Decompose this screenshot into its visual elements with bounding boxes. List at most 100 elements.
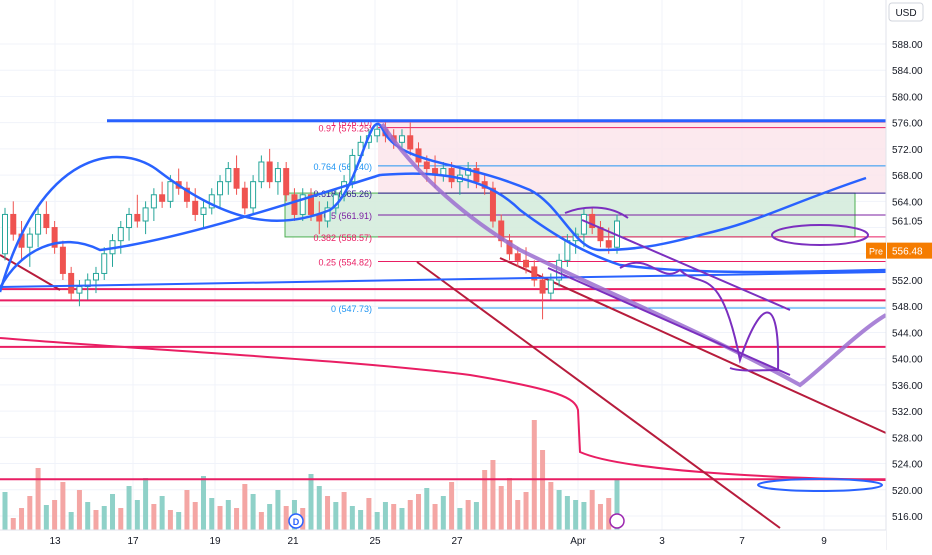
candle-body[interactable] bbox=[10, 213, 17, 235]
volume-bar bbox=[606, 498, 612, 530]
fib-level-label: 0.25 (554.82) bbox=[318, 258, 372, 268]
candle-body[interactable] bbox=[539, 279, 546, 294]
candle-body[interactable] bbox=[398, 135, 405, 143]
candle-body[interactable] bbox=[258, 161, 265, 183]
volume-bar bbox=[10, 518, 16, 530]
circle-annotation[interactable] bbox=[771, 224, 869, 246]
candle-body[interactable] bbox=[605, 240, 612, 248]
candle-body[interactable] bbox=[2, 213, 8, 255]
envelope-lower-curve[interactable] bbox=[0, 172, 887, 289]
candle-body[interactable] bbox=[489, 187, 496, 222]
volume-bar bbox=[407, 500, 413, 530]
volume-bar bbox=[465, 500, 471, 530]
candle-body[interactable] bbox=[200, 207, 207, 215]
candle-body[interactable] bbox=[498, 220, 505, 242]
drawings[interactable]: D bbox=[0, 119, 888, 529]
candle-body[interactable] bbox=[531, 266, 538, 281]
candle-body[interactable] bbox=[473, 168, 480, 183]
candle-body[interactable] bbox=[514, 253, 521, 261]
ellipse-annotation[interactable] bbox=[757, 478, 883, 492]
volume-bar bbox=[548, 482, 554, 530]
curve-line[interactable] bbox=[0, 337, 887, 481]
volume-histogram bbox=[2, 420, 620, 530]
trend-line[interactable] bbox=[499, 257, 887, 434]
candle-body[interactable] bbox=[523, 259, 530, 268]
candle-body[interactable] bbox=[68, 272, 75, 294]
candle-body[interactable] bbox=[159, 194, 166, 202]
price-axis[interactable]: USD 588.00 584.00 580.00 576.00 572.00 568.00… bbox=[866, 0, 932, 550]
candle-body[interactable] bbox=[324, 207, 331, 222]
candle-body[interactable] bbox=[35, 213, 42, 235]
candle-body[interactable] bbox=[217, 181, 224, 196]
channel-line[interactable] bbox=[547, 267, 791, 376]
projection-path[interactable] bbox=[380, 122, 888, 388]
candle-body[interactable] bbox=[547, 279, 554, 294]
support-line[interactable] bbox=[0, 271, 887, 288]
candle-body[interactable] bbox=[580, 213, 587, 235]
dividend-marker[interactable] bbox=[288, 513, 304, 529]
time-axis-tick-label: 25 bbox=[369, 536, 381, 547]
volume-bar bbox=[382, 502, 388, 530]
candle-body[interactable] bbox=[374, 128, 381, 137]
candle-body[interactable] bbox=[26, 233, 33, 248]
volume-bar bbox=[490, 460, 496, 530]
fib-level-label: 0.5 (561.91) bbox=[323, 211, 372, 221]
candle-body[interactable] bbox=[76, 286, 83, 294]
candle-body[interactable] bbox=[117, 227, 124, 242]
event-marker[interactable] bbox=[609, 513, 625, 529]
candle-body[interactable] bbox=[283, 168, 290, 196]
candle-body[interactable] bbox=[43, 213, 50, 229]
candle-body[interactable] bbox=[167, 181, 174, 202]
volume-bar bbox=[440, 496, 446, 530]
candle-body[interactable] bbox=[59, 246, 66, 274]
channel-line[interactable] bbox=[581, 219, 791, 311]
fibonacci-retracement[interactable]: 1 (576.10)0.97 (575.25)0.764 (569.40)0.6… bbox=[284, 118, 886, 314]
candle-body[interactable] bbox=[233, 168, 240, 189]
currency-label[interactable]: USD bbox=[895, 8, 916, 19]
candle-body[interactable] bbox=[142, 207, 149, 222]
candle-body[interactable] bbox=[465, 168, 472, 176]
candle-body[interactable] bbox=[134, 213, 141, 222]
candle-body[interactable] bbox=[291, 194, 298, 215]
candle-body[interactable] bbox=[349, 154, 356, 183]
volume-bar bbox=[597, 504, 603, 530]
candle-body[interactable] bbox=[208, 194, 215, 209]
drawings-back[interactable] bbox=[0, 254, 887, 529]
currency-box[interactable] bbox=[888, 2, 924, 22]
volume-bar bbox=[325, 496, 331, 530]
candle-body[interactable] bbox=[589, 213, 596, 229]
volume-bar bbox=[515, 500, 521, 530]
candle-body[interactable] bbox=[192, 200, 199, 215]
arc-annotation[interactable] bbox=[564, 206, 629, 219]
candle-body[interactable] bbox=[299, 194, 306, 215]
candle-body[interactable] bbox=[126, 213, 133, 229]
candle-body[interactable] bbox=[92, 272, 99, 281]
price-axis-tick-label: 536.00 bbox=[892, 381, 923, 392]
candle-body[interactable] bbox=[225, 168, 232, 183]
candle-body[interactable] bbox=[266, 161, 273, 183]
volume-bar bbox=[151, 504, 157, 530]
candle-body[interactable] bbox=[150, 194, 157, 209]
scribble[interactable] bbox=[619, 261, 780, 372]
volume-bar bbox=[267, 504, 273, 530]
time-axis[interactable]: 13 17 19 21 25 27 Apr 3 7 9 bbox=[0, 529, 886, 550]
candle-body[interactable] bbox=[250, 181, 257, 209]
candle-body[interactable] bbox=[274, 168, 281, 183]
candle-body[interactable] bbox=[183, 187, 190, 202]
candle-body[interactable] bbox=[241, 187, 248, 209]
candle-body[interactable] bbox=[407, 135, 414, 150]
volume-bar bbox=[85, 502, 91, 530]
trend-line[interactable] bbox=[416, 261, 781, 529]
candle-body[interactable] bbox=[51, 227, 58, 248]
pre-tag-box bbox=[866, 242, 886, 259]
candle-body[interactable] bbox=[101, 253, 108, 274]
volume-bar bbox=[316, 486, 322, 530]
candle-body[interactable] bbox=[423, 161, 430, 170]
candle-body[interactable] bbox=[84, 279, 91, 288]
volume-bar bbox=[19, 508, 25, 530]
candle-body[interactable] bbox=[308, 194, 314, 215]
volume-bar bbox=[200, 476, 206, 530]
